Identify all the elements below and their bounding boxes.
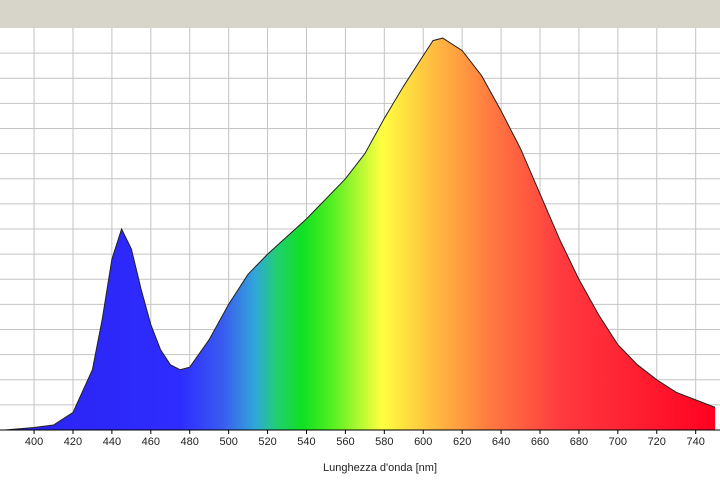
- top-band: [0, 0, 720, 28]
- x-tick-label: 620: [453, 436, 471, 448]
- x-axis-title: Lunghezza d'onda [nm]: [323, 462, 437, 474]
- x-tick-label: 440: [103, 436, 121, 448]
- x-tick-label: 580: [375, 436, 393, 448]
- x-tick-label: 720: [648, 436, 666, 448]
- x-tick-label: 600: [414, 436, 432, 448]
- x-tick-label: 420: [64, 436, 82, 448]
- x-tick-label: 660: [531, 436, 549, 448]
- x-tick-label: 540: [297, 436, 315, 448]
- x-tick-label: 500: [219, 436, 237, 448]
- x-tick-label: 640: [492, 436, 510, 448]
- x-tick-label: 700: [609, 436, 627, 448]
- x-tick-label: 480: [181, 436, 199, 448]
- x-tick-label: 460: [142, 436, 160, 448]
- x-tick-label: 400: [25, 436, 43, 448]
- x-tick-label: 560: [336, 436, 354, 448]
- x-tick-label: 740: [686, 436, 704, 448]
- spectrum-line: [4, 37, 716, 431]
- spectrum-area: [4, 38, 716, 430]
- x-tick-label: 680: [570, 436, 588, 448]
- x-tick-label: 520: [258, 436, 276, 448]
